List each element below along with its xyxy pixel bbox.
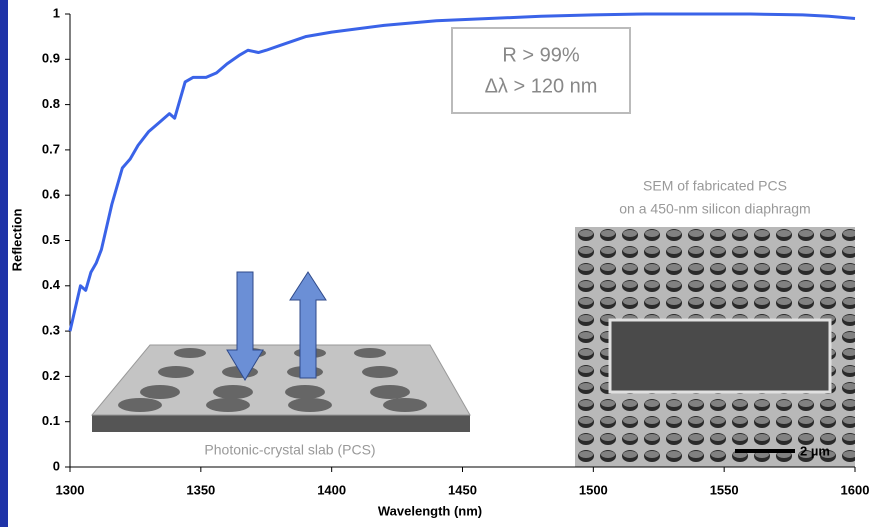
chart: SEM of fabricated PCS on a 450-nm silico… [0,0,874,527]
y-tick-label: 0 [53,458,60,473]
x-tick-label: 1300 [56,482,85,497]
x-tick-label: 1500 [579,482,608,497]
page: {"chart_data": {"type": "line", "x_label… [0,0,874,527]
x-tick-label: 1400 [317,482,346,497]
y-tick-label: 0.5 [42,232,60,247]
annotation: R > 99% [502,44,579,66]
sem-image [575,227,855,467]
slab-label: Photonic-crystal slab (PCS) [204,442,375,458]
y-tick-label: 0.6 [42,187,60,202]
sem-caption: on a 450-nm silicon diaphragm [619,201,810,217]
slab-illustration [92,272,470,432]
y-tick-label: 0.9 [42,51,60,66]
y-tick-label: 0.4 [42,277,61,292]
y-tick-label: 0.8 [42,96,60,111]
sem-caption: SEM of fabricated PCS [643,178,787,194]
scale-bar-label: 2 µm [800,443,830,458]
y-tick-label: 0.1 [42,413,60,428]
y-tick-label: 0.2 [42,368,60,383]
x-axis-title: Wavelength (nm) [378,503,482,518]
side-strip [0,0,8,527]
y-axis-title: Reflection [9,209,24,272]
annotation-box [452,28,630,113]
annotation: Δλ > 120 nm [485,75,598,97]
y-tick-label: 0.7 [42,141,60,156]
y-tick-label: 1 [53,5,60,20]
x-tick-label: 1450 [448,482,477,497]
x-tick-label: 1350 [186,482,215,497]
y-tick-label: 0.3 [42,323,60,338]
x-tick-label: 1600 [841,482,870,497]
x-tick-label: 1550 [710,482,739,497]
